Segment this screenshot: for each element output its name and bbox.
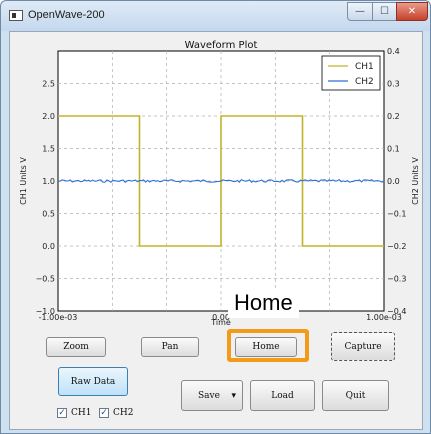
ch1-checkbox-box[interactable]: ✓ [57, 408, 67, 418]
save-label: Save [198, 390, 220, 401]
y-left-label: CH1 Units V [19, 157, 28, 205]
client-area: −1.0 −0.5 0.0 0.5 1.0 1.5 2.0 2.5 −0.4 −0.3 −0.2 −0… [9, 31, 423, 430]
y-tick-label: 2.0 [42, 112, 55, 121]
x-axis-label: Time [210, 318, 231, 327]
legend-label-ch2: CH2 [355, 77, 374, 87]
y-tick-label: 0.0 [42, 242, 55, 251]
load-button[interactable]: Load [250, 380, 315, 411]
ch2-checkbox-box[interactable]: ✓ [99, 408, 109, 418]
y2-tick-label: −0.2 [387, 242, 406, 251]
ch2-checkbox-label: CH2 [113, 408, 134, 418]
y2-tick-label: 0.1 [387, 145, 400, 154]
legend: CH1 CH2 [321, 55, 381, 91]
series-layer [57, 115, 385, 247]
y-tick-label: 0.5 [42, 210, 55, 219]
home-button[interactable]: Home [235, 337, 297, 357]
y-tick-label: 2.5 [42, 80, 55, 89]
home-callout-label: Home [228, 288, 299, 318]
y-tick-label: 1.5 [42, 145, 55, 154]
y-tick-label: −0.5 [36, 275, 55, 284]
plot-title: Waveform Plot [185, 40, 258, 51]
close-button[interactable]: ✕ [396, 2, 428, 21]
series-line-ch2 [57, 179, 385, 184]
y-right-label: CH2 Units V [411, 157, 420, 205]
legend-box [321, 55, 381, 91]
y-tick-label: 1.0 [42, 177, 55, 186]
waveform-plot[interactable]: −1.0 −0.5 0.0 0.5 1.0 1.5 2.0 2.5 −0.4 −0.3 −0.2 −0… [10, 32, 422, 332]
y-tick-label: −1.0 [36, 307, 55, 316]
save-dropdown-button[interactable]: Save ▾ [181, 380, 243, 411]
y2-tick-label: 0.0 [387, 177, 400, 186]
pan-button[interactable]: Pan [141, 337, 199, 357]
x-tick-label-left: -1.00e-03 [39, 313, 78, 322]
raw-data-button[interactable]: Raw Data [58, 367, 128, 396]
zoom-button[interactable]: Zoom [46, 337, 106, 357]
ch1-checkbox[interactable]: ✓ CH1 [57, 408, 91, 418]
legend-label-ch1: CH1 [355, 62, 374, 72]
capture-button[interactable]: Capture [331, 332, 395, 361]
y2-tick-label: −0.4 [387, 307, 406, 316]
app-icon [9, 10, 23, 21]
x-tick-label-mid: 0.00 [212, 313, 230, 322]
y2-tick-label: −0.3 [387, 275, 406, 284]
y2-tick-label: 0.3 [387, 80, 400, 89]
home-highlight-box [227, 329, 309, 362]
y2-tick-label: 0.4 [387, 47, 400, 56]
title-bar[interactable]: OpenWave-200 — ☐ ✕ [1, 1, 430, 31]
chevron-down-icon: ▾ [231, 390, 236, 401]
minimize-button[interactable]: — [347, 2, 373, 21]
y2-tick-label: 0.2 [387, 112, 400, 121]
maximize-button[interactable]: ☐ [372, 2, 397, 21]
y2-tick-label: −0.1 [387, 210, 406, 219]
x-tick-label-right: 1.00e-03 [366, 313, 402, 322]
ch2-checkbox[interactable]: ✓ CH2 [99, 408, 133, 418]
ticks: −1.0 −0.5 0.0 0.5 1.0 1.5 2.0 2.5 −0.4 −0.3 −0.2 −0… [36, 47, 407, 316]
ch1-checkbox-label: CH1 [71, 408, 92, 418]
quit-button[interactable]: Quit [322, 380, 389, 411]
window-title: OpenWave-200 [28, 9, 105, 21]
